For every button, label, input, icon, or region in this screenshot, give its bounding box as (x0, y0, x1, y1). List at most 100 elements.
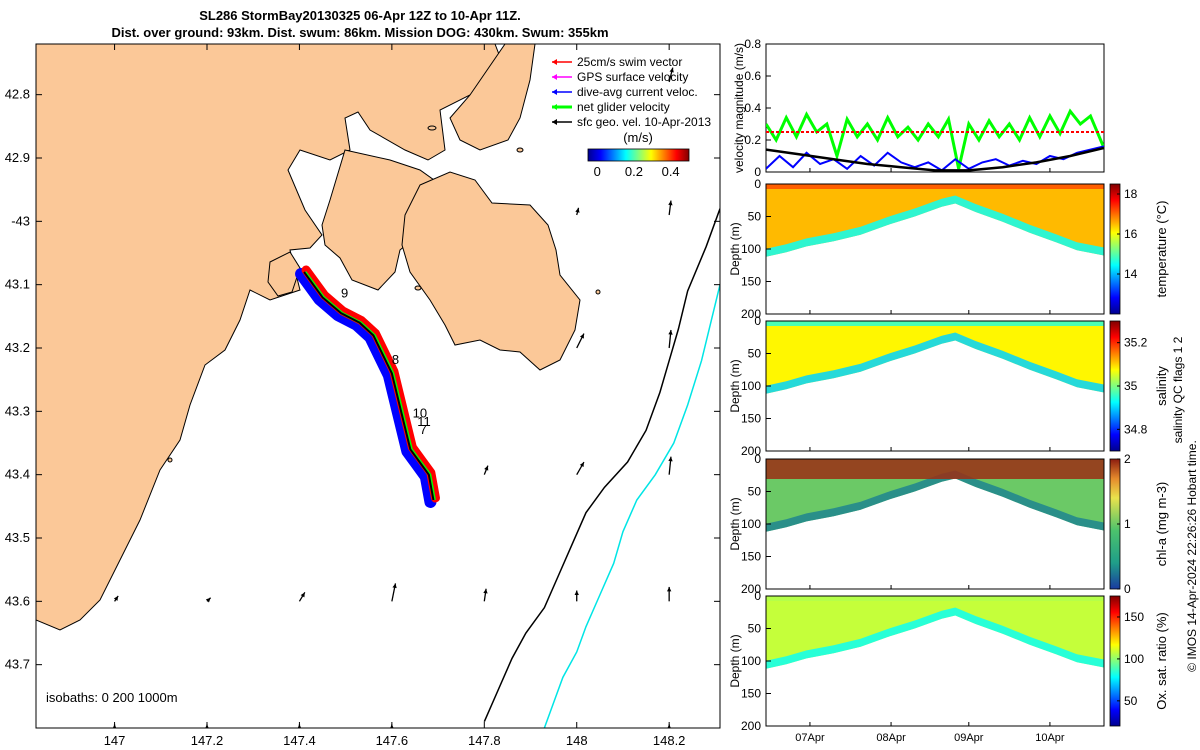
colorbar-label: (m/s) (623, 130, 653, 145)
current-vector (574, 590, 579, 602)
section-colorbar (1109, 183, 1121, 315)
current-vector-head (300, 592, 305, 598)
colorbar-title: temperature (°C) (1154, 201, 1169, 298)
current-vector-head (574, 590, 579, 596)
section-y-axis-label: Depth (m) (728, 497, 742, 550)
legend-label: 25cm/s swim vector (577, 55, 682, 69)
series-line (766, 146, 1104, 172)
section-surface-band (766, 596, 1104, 601)
colorbar-tick-label: 0 (1124, 582, 1131, 596)
chart-title-line1: SL286 StormBay20130325 06-Apr 12Z to 10-… (199, 8, 521, 23)
current-vector-head (575, 207, 580, 213)
section-y-tick-label: 200 (741, 307, 761, 321)
section-bottom-band (766, 470, 1104, 532)
colorbar-tick-label: 34.8 (1124, 422, 1148, 436)
island (427, 125, 437, 131)
y-tick-label: 43.5 (5, 530, 30, 545)
current-vector (483, 465, 489, 475)
section-fill (766, 184, 1104, 257)
y-tick-label: 42.9 (5, 150, 30, 165)
day-label: 11 (417, 414, 431, 429)
section-y-axis-label: Depth (m) (728, 359, 742, 412)
section-y-tick-label: 100 (741, 517, 761, 531)
glider-track-line (303, 271, 435, 501)
x-tick-label: 147.4 (283, 733, 316, 748)
current-vector-head (205, 597, 211, 603)
map-frame (35, 43, 721, 729)
isobath-1000m (543, 284, 720, 728)
x-tick-label: 147.8 (468, 733, 501, 748)
isobath-legend: isobaths: 0 200 1000m (46, 690, 178, 705)
section-y-tick-label: 100 (741, 242, 761, 256)
section-colorbar (1109, 595, 1121, 727)
land-polygon (321, 149, 449, 291)
current-vector-head (483, 588, 488, 594)
land-polygon (36, 44, 506, 631)
legend-label: net glider velocity (577, 100, 670, 114)
section-y-tick-label: 150 (741, 412, 761, 426)
current-vector (483, 588, 488, 602)
vel-y-tick-label: 0 (754, 165, 761, 179)
colorbar-title: Ox. sat. ratio (%) (1154, 612, 1169, 710)
vel-y-tick-label: 0.6 (744, 69, 761, 83)
section-y-tick-label: 0 (754, 177, 761, 191)
landmass-group (36, 44, 601, 631)
colorbar-tick-label: 50 (1124, 694, 1138, 708)
x-tick-label: 147.2 (191, 733, 224, 748)
current-vector (205, 597, 212, 603)
y-tick-label: 43.6 (5, 593, 30, 608)
section-y-axis-label: Depth (m) (728, 222, 742, 275)
section-y-axis-label: Depth (m) (728, 634, 742, 687)
section-y-tick-label: 0 (754, 589, 761, 603)
section-bottom-band (766, 195, 1104, 257)
current-vector (113, 595, 119, 602)
section-y-tick-label: 50 (748, 485, 762, 499)
vel-y-axis-label: velocity magnitude (m/s) (732, 43, 746, 173)
current-vector (575, 207, 580, 216)
x-tick-label: 147 (104, 733, 126, 748)
current-vector (391, 583, 397, 602)
y-tick-label: -43 (11, 213, 30, 228)
colorbar-tick-label: 2 (1124, 452, 1131, 466)
legend-label: dive-avg current veloc. (577, 85, 698, 99)
legend-swatch-head (552, 89, 557, 95)
series-line (766, 108, 1104, 170)
speed-colorbar (587, 148, 690, 162)
section-y-tick-label: 100 (741, 379, 761, 393)
legend-swatch-head (552, 74, 557, 80)
current-vector (668, 456, 673, 475)
current-vector-head (484, 465, 489, 471)
current-vector (668, 329, 673, 349)
section-surface-band (766, 321, 1104, 326)
section-panel: 0 50 100 150 200 Depth (m) 0 1 2 chl-a (mg m-3) (728, 452, 1169, 596)
section-y-tick-label: 50 (748, 622, 762, 636)
current-vector (666, 586, 672, 602)
day-label: 7 (420, 422, 427, 437)
current-vector-head (668, 456, 673, 462)
section-surface-band (766, 459, 1104, 479)
section-surface-band (766, 184, 1104, 189)
vel-y-tick-label: 0.4 (744, 101, 761, 115)
dive-avg-current-vectors (295, 268, 437, 508)
legend-swatch-head (552, 59, 557, 65)
colorbar-title: chl-a (mg m-3) (1154, 482, 1169, 567)
current-vector-head (392, 583, 397, 589)
legend-label: GPS surface velocity (577, 70, 688, 84)
isobath-200m (483, 208, 720, 722)
land-polygon (449, 44, 536, 151)
qc-flags-note: salinity QC flags 1 2 (1171, 336, 1185, 443)
x-tick-label: 148 (566, 733, 588, 748)
x-tick-label: 148.2 (653, 733, 686, 748)
y-tick-label: 43.1 (5, 277, 30, 292)
colorbar-tick-label: 0.2 (625, 164, 643, 179)
section-y-tick-label: 100 (741, 654, 761, 668)
island (516, 147, 524, 153)
colorbar-tick-label: 150 (1124, 610, 1144, 624)
section-bottom-band (766, 332, 1104, 394)
current-vector (298, 591, 306, 602)
